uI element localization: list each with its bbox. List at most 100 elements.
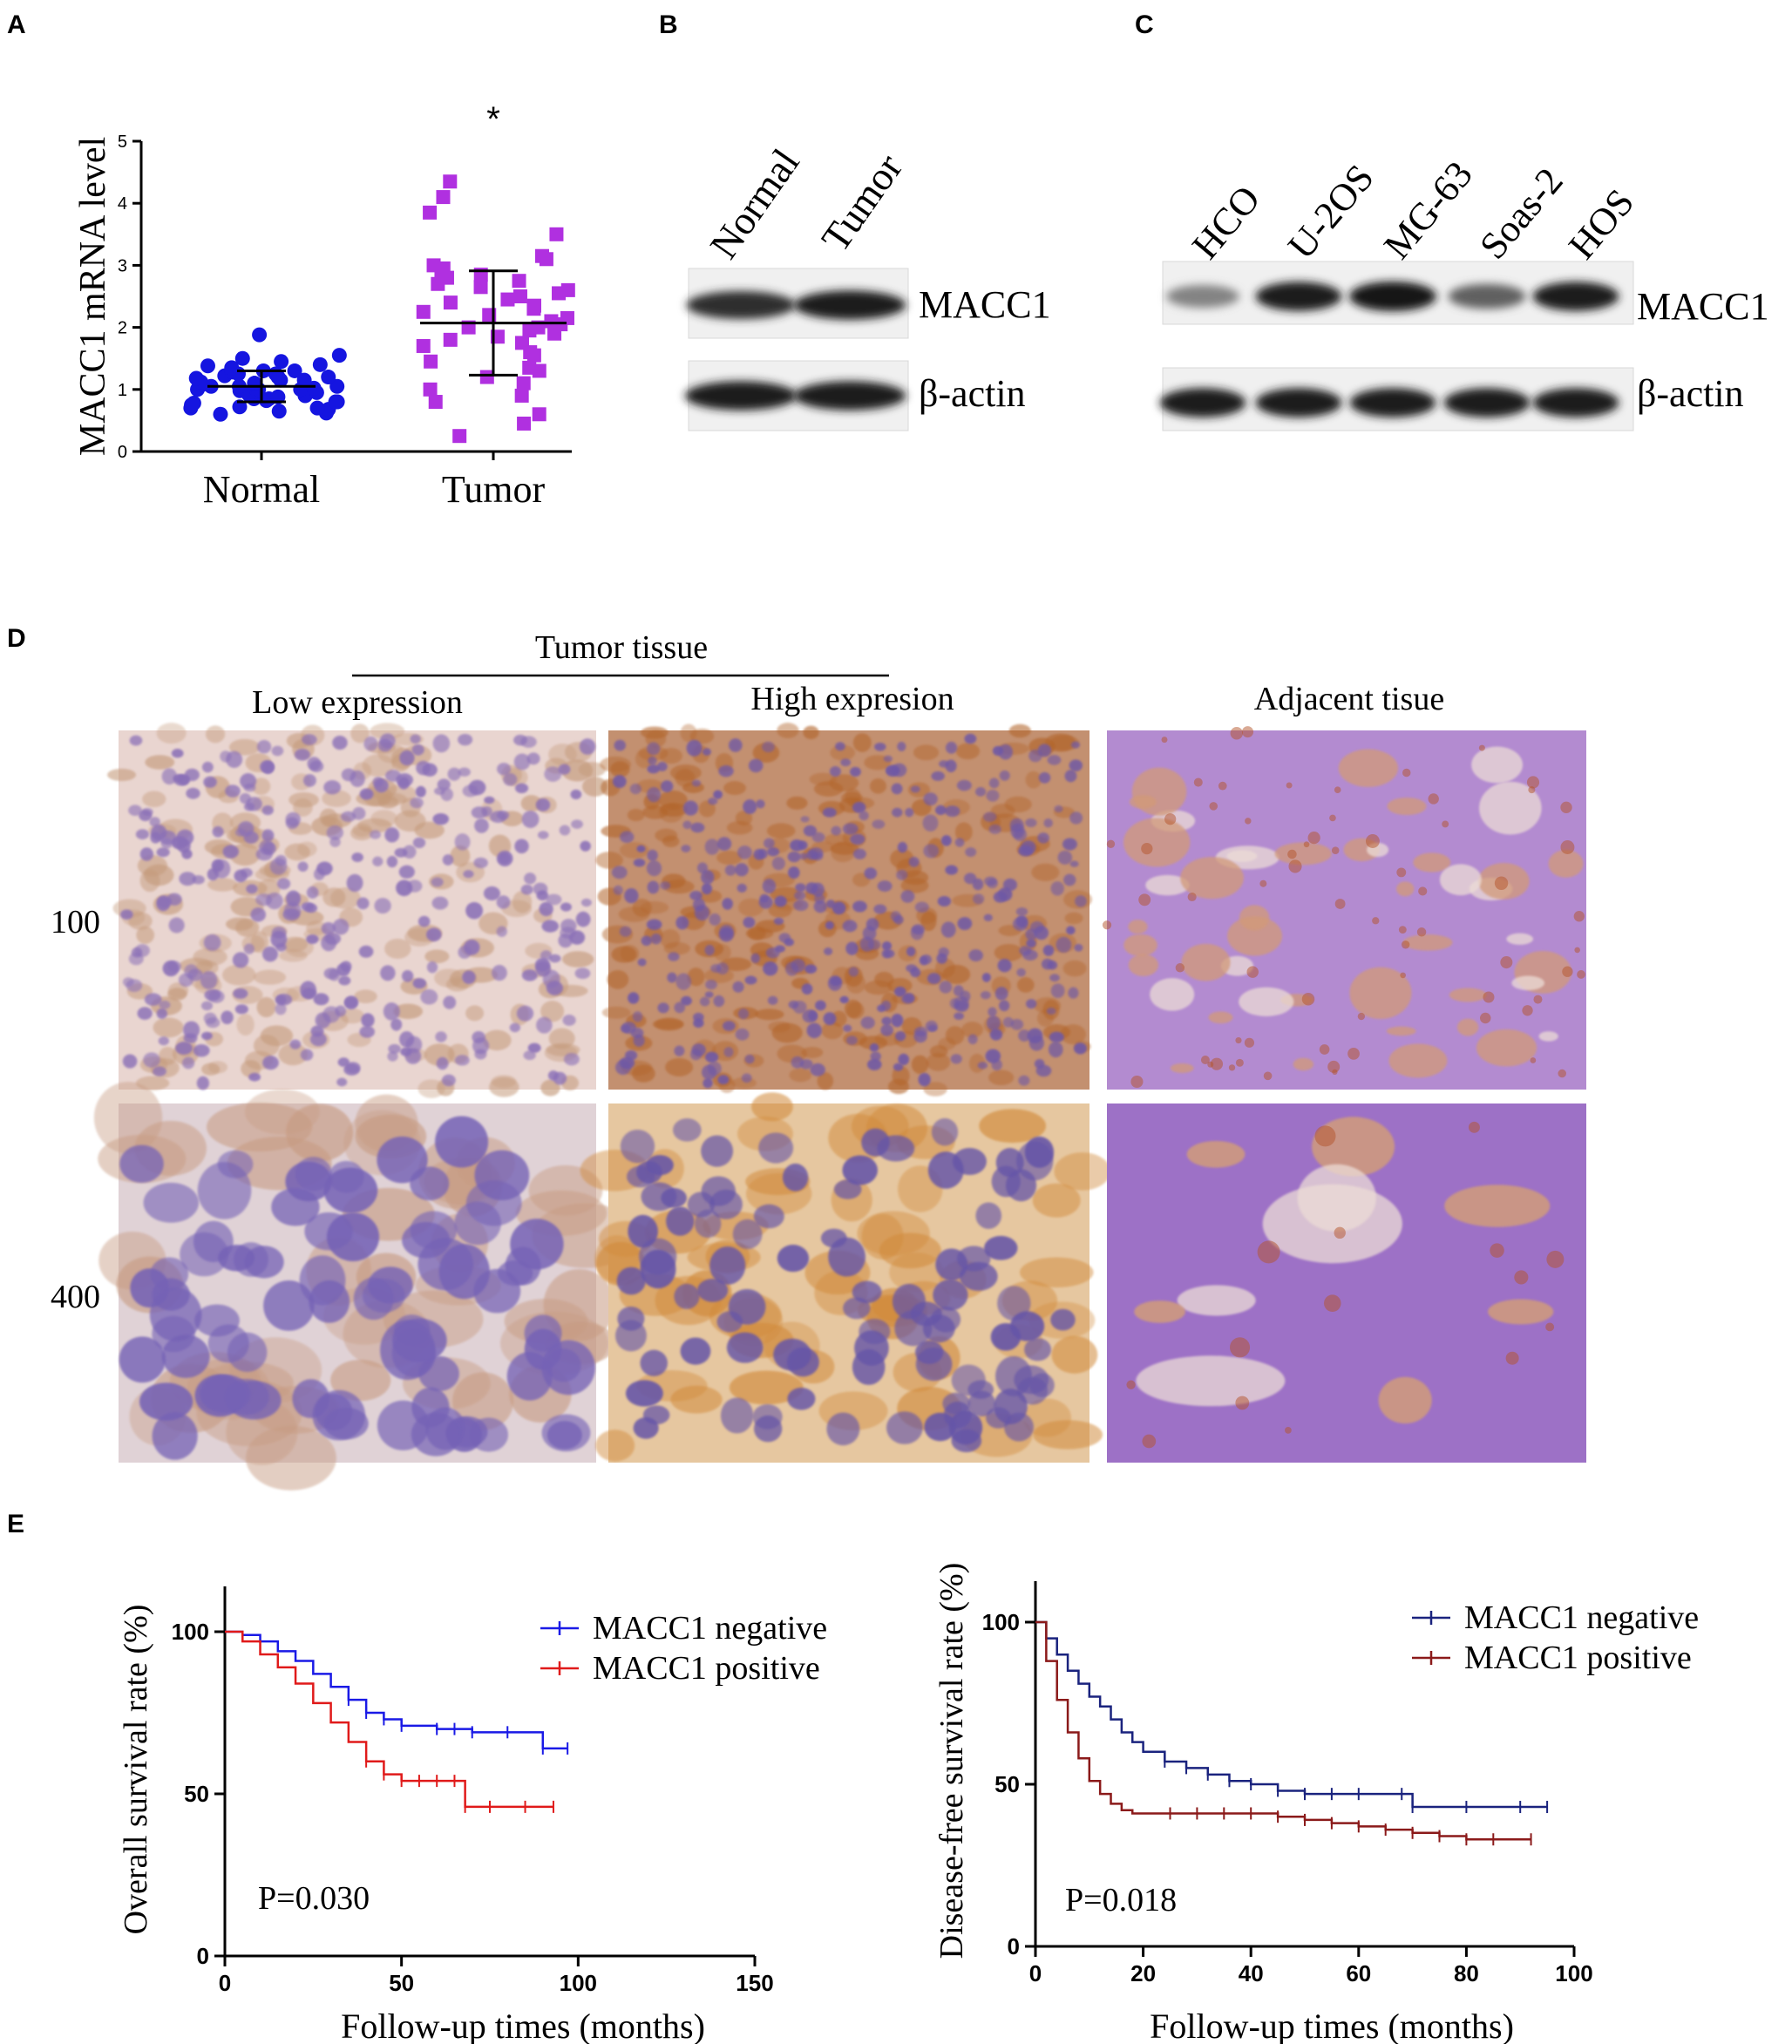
cell-nucleus [799,1059,813,1070]
cell-nucleus [624,887,639,904]
cell-nucleus [891,1014,904,1028]
lacuna [1386,1026,1416,1036]
cell-nucleus [758,1132,794,1164]
cell-nucleus [343,1063,360,1076]
stained-spot [1102,920,1112,930]
cell-nucleus [757,848,768,859]
stained-spot [1207,1061,1214,1068]
cell-nucleus [1069,860,1079,867]
cell-nucleus [800,816,810,823]
cell-nucleus [981,973,991,982]
cell-nucleus [629,784,641,795]
data-point [532,407,546,422]
x-tick-label: Tumor [442,468,546,511]
cell-nucleus [984,1235,1018,1260]
cell-nucleus [637,958,647,967]
cell-nucleus [625,1380,663,1407]
stained-spot [1327,1060,1341,1073]
stained-cytoplasm [1020,1257,1094,1288]
cell-nucleus [323,1407,369,1440]
cell-nucleus [918,1072,931,1087]
stained-spot [1334,786,1341,794]
cell-nucleus [387,1051,398,1062]
cell-nucleus [675,973,692,990]
cell-nucleus [465,901,484,920]
stained-spot [1331,846,1340,854]
stained-cytoplasm [1051,1335,1098,1374]
lane-label: Tumor [812,146,911,259]
data-point [424,354,438,369]
stained-spot [1479,1012,1491,1024]
y-tick-label: 3 [118,256,127,275]
stained-cytoplasm [260,1025,294,1047]
cell-nucleus [431,896,449,910]
cell-nucleus [973,893,985,905]
stained-cytoplasm [824,833,850,845]
cell-nucleus [1015,915,1028,928]
lacuna [1186,1140,1246,1168]
cell-nucleus [415,785,426,798]
stained-cytoplasm [1008,723,1031,738]
data-point [213,406,228,422]
cell-nucleus [402,1221,451,1259]
stained-cytoplasm [256,996,276,1018]
cell-nucleus [845,941,859,955]
cell-nucleus [788,866,800,879]
cell-nucleus [372,856,384,866]
cell-nucleus [704,839,720,855]
stained-cytoplasm [735,811,753,826]
cell-nucleus [825,920,834,930]
stained-cytoplasm [548,744,577,766]
cell-nucleus [149,817,160,827]
cell-nucleus [143,1182,200,1223]
stained-spot [1494,876,1509,890]
y-axis-label: MACC1 mRNA level [73,137,113,456]
cell-nucleus [239,792,252,805]
cell-nucleus [756,799,765,809]
cell-nucleus [660,881,671,890]
lacuna [1349,967,1412,1019]
stained-spot [1246,966,1259,978]
stained-cytoplasm [278,1043,309,1066]
cell-nucleus [1026,999,1037,1009]
cell-nucleus [705,979,717,990]
lacuna [1548,849,1584,878]
cell-nucleus [997,959,1012,973]
cell-nucleus [261,829,275,842]
cell-nucleus [559,825,571,836]
stained-spot [1442,820,1449,828]
stained-spot [1468,1121,1480,1133]
cell-nucleus [667,972,677,983]
data-point [443,174,458,189]
cell-nucleus [690,822,705,833]
cell-nucleus [1037,744,1052,757]
cell-nucleus [646,860,662,877]
cell-nucleus [900,890,915,903]
cell-nucleus [346,873,363,893]
cell-nucleus [309,1280,350,1323]
cell-nucleus [786,1347,819,1377]
cell-nucleus [881,941,893,951]
cell-nucleus [681,995,692,1006]
cell-nucleus [536,890,549,901]
cell-nucleus [924,1412,957,1442]
cell-nucleus [153,1066,166,1076]
data-point [479,370,494,384]
stained-cytoplasm [979,1109,1047,1144]
cell-nucleus [398,865,415,879]
micrograph-image [1107,1103,1586,1463]
stained-cytoplasm [491,1075,517,1089]
cell-nucleus [496,850,513,867]
cell-nucleus [379,733,396,749]
cell-nucleus [426,961,438,974]
cell-nucleus [248,1072,261,1082]
cell-nucleus [1003,1412,1034,1442]
cell-nucleus [1026,939,1036,948]
cell-nucleus [149,1287,202,1342]
cell-nucleus [1057,850,1073,865]
cell-nucleus [181,1056,195,1070]
cell-nucleus [1016,968,1026,977]
lacuna [1262,1184,1402,1264]
stained-cytoplasm [817,1071,834,1090]
cell-nucleus [859,811,869,821]
